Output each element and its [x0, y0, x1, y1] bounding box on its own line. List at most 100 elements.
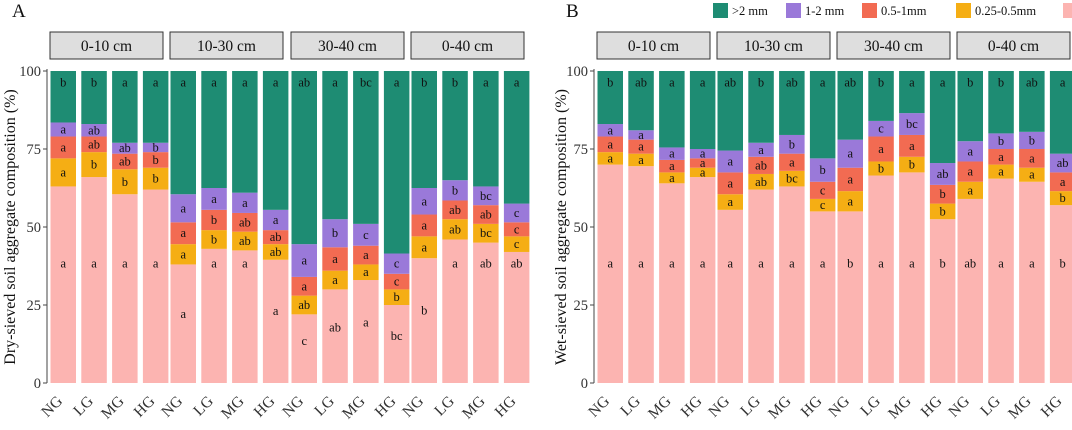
- panel-b-facet-4-bar-segment: [1019, 167, 1045, 182]
- panel-a-facet-2-significance-letter: ab: [270, 230, 282, 244]
- panel-a-facet-4-significance-letter: b: [421, 303, 427, 317]
- panel-b-facet-4-bar-segment: [1019, 71, 1045, 132]
- panel-a-facet-2-bar-segment: [232, 250, 258, 383]
- panel-b-facet-2-significance-letter: a: [727, 154, 733, 168]
- panel-a-facet-4-significance-letter: bc: [480, 226, 492, 240]
- panel-a-facet-1-bar-segment: [142, 167, 169, 190]
- panel-b-facet-2-bar-segment: [748, 142, 774, 157]
- panel-a-facet-1-bar-segment: [112, 71, 138, 143]
- panel-b-facet-2-significance-letter: a: [727, 195, 733, 209]
- panel-b-facet-3-bar-segment: [899, 156, 925, 173]
- panel-a-facet-4-bar-segment: [411, 214, 437, 237]
- panel-b-facet-2-significance-letter: a: [789, 257, 795, 271]
- panel-b-facet-2-significance-letter: c: [820, 183, 826, 197]
- panel-b-facet-1-significance-letter: a: [638, 257, 644, 271]
- panel-a-facet-2-bar-segment: [262, 209, 289, 231]
- panel-a-facet-3-bar-segment: [383, 253, 410, 274]
- panel-a-facet-2-significance-letter: a: [180, 307, 186, 321]
- panel-b-facet-1-bar-segment: [689, 71, 716, 149]
- panel-a-facet-1-bar-segment: [112, 169, 138, 195]
- panel-a-facet-2-significance-letter: a: [180, 201, 186, 215]
- panel-b-facet-1-bar-segment: [597, 164, 623, 383]
- panel-a-facet-2-x-tick-label: MG: [218, 393, 248, 423]
- panel-a-facet-3-significance-letter: a: [332, 252, 338, 266]
- panel-a-facet-2-significance-letter: a: [180, 247, 186, 261]
- legend-label: 0.25-0.5mm: [975, 4, 1036, 18]
- panel-b-facet-1-significance-letter: a: [638, 128, 644, 142]
- panel-a-facet-3-significance-letter: bc: [360, 76, 372, 90]
- panel-a-facet-1-bar-segment: [112, 194, 138, 383]
- panel-a-facet-3-significance-letter: ab: [329, 321, 341, 335]
- panel-a-facet-1-bar-segment: [50, 71, 76, 123]
- panel-a-facet-4-significance-letter: b: [421, 76, 427, 90]
- panel-b-facet-2-strip-label: 10-30 cm: [744, 38, 803, 55]
- panel-a-facet-3-bar-segment: [353, 223, 379, 246]
- panel-a-facet-4-significance-letter: a: [421, 194, 427, 208]
- panel-a-facet-4-bar-segment: [411, 258, 437, 383]
- panel-b-facet-2-bar-segment: [717, 172, 743, 195]
- panel-b-facet-4-bar-segment: [957, 141, 983, 162]
- panel-a-facet-1-significance-letter: a: [60, 257, 66, 271]
- panel-b-facet-1-bar-segment: [689, 149, 716, 159]
- panel-b-facet-2-significance-letter: a: [789, 155, 795, 169]
- panel-b-facet-4-significance-letter: a: [967, 165, 973, 179]
- panel-a-facet-2-bar-segment: [170, 244, 196, 265]
- panel-b-facet-3-x-tick-label: MG: [885, 393, 915, 423]
- panel-a-facet-1-significance-letter: a: [60, 165, 66, 179]
- panel-b-facet-1-bar-segment: [628, 166, 654, 383]
- panel-a-facet-4-bar-segment: [442, 200, 468, 220]
- panel-b-facet-2-significance-letter: b: [789, 137, 795, 151]
- panel-a-facet-4-significance-letter: a: [421, 240, 427, 254]
- panel-a-facet-4-significance-letter: c: [514, 222, 520, 236]
- panel-b-facet-1-significance-letter: a: [607, 123, 613, 137]
- panel-a-facet-2-bar-segment: [262, 244, 289, 260]
- panel-a-facet-3-bar-segment: [322, 289, 348, 383]
- panel-b-facet-2-bar-segment: [779, 71, 805, 135]
- panel-b-facet-3-significance-letter: a: [940, 76, 946, 90]
- panel-a-facet-2-bar-segment: [232, 192, 258, 213]
- panel-a-facet-4-bar-segment: [473, 186, 499, 206]
- panel-a-facet-1-bar-segment: [142, 71, 169, 143]
- panel-b-facet-2-significance-letter: bc: [786, 172, 798, 186]
- panel-a-facet-3-significance-letter: ab: [298, 76, 310, 90]
- panel-a-facet-1-strip: [49, 31, 164, 60]
- panel-a-facet-3-bar-segment: [383, 289, 410, 305]
- panel-a-label: A: [12, 1, 26, 22]
- panel-a-facet-3-x-tick-label: HG: [372, 393, 400, 421]
- panel-a-facet-1-significance-letter: b: [153, 172, 159, 186]
- panel-a-facet-3-bar-segment: [353, 280, 379, 383]
- panel-a-facet-3-significance-letter: bc: [391, 329, 403, 343]
- panel-b-facet-1-significance-letter: a: [669, 159, 675, 173]
- panel-a-facet-2-significance-letter: b: [211, 232, 217, 246]
- panel-a-facet-4-significance-letter: ab: [449, 203, 461, 217]
- panel-b-facet-4-bar-segment: [988, 71, 1014, 134]
- panel-b-facet-3-significance-letter: b: [878, 162, 884, 176]
- panel-a-facet-4-significance-letter: a: [421, 218, 427, 232]
- panel-a-facet-2-significance-letter: ab: [239, 215, 251, 229]
- panel-b-facet-3-x-tick-label: LG: [857, 393, 884, 420]
- panel-a-facet-4-significance-letter: a: [483, 76, 489, 90]
- panel-a-facet-4-significance-letter: ab: [480, 257, 492, 271]
- panel-a-facet-3-bar-segment: [322, 219, 348, 248]
- panel-a-facet-3-significance-letter: ab: [298, 298, 310, 312]
- panel-b-facet-1-x-tick-label: HG: [678, 393, 706, 421]
- panel-a-facet-4-bar-segment: [503, 251, 530, 383]
- panel-a-facet-2-bar-segment: [232, 212, 258, 232]
- panel-b-facet-2-bar-segment: [809, 181, 836, 199]
- panel-b-facet-3-bar-segment: [899, 134, 925, 157]
- panel-b-facet-4-bar-segment: [1049, 205, 1072, 383]
- panel-a-facet-1-x-tick-label: LG: [70, 393, 97, 420]
- panel-a-facet-2-significance-letter: a: [180, 226, 186, 240]
- panel-b-facet-3-significance-letter: b: [909, 158, 915, 172]
- panel-b-facet-1-strip-label: 0-10 cm: [628, 38, 679, 55]
- panel-b-facet-3-bar-segment: [837, 139, 863, 168]
- panel-a-facet-2-x-tick-label: NG: [158, 393, 186, 421]
- panel-b-facet-3-significance-letter: ab: [937, 167, 949, 181]
- panel-b-facet-2-strip: [716, 31, 831, 60]
- panel-b-facet-2-significance-letter: a: [727, 257, 733, 271]
- panel-a-facet-3-significance-letter: a: [332, 76, 338, 90]
- panel-a-facet-1-bar-segment: [81, 71, 107, 125]
- panel-a-facet-3-bar-segment: [353, 264, 379, 281]
- legend-swatch: [786, 3, 801, 18]
- panel-b-facet-1-significance-letter: a: [607, 137, 613, 151]
